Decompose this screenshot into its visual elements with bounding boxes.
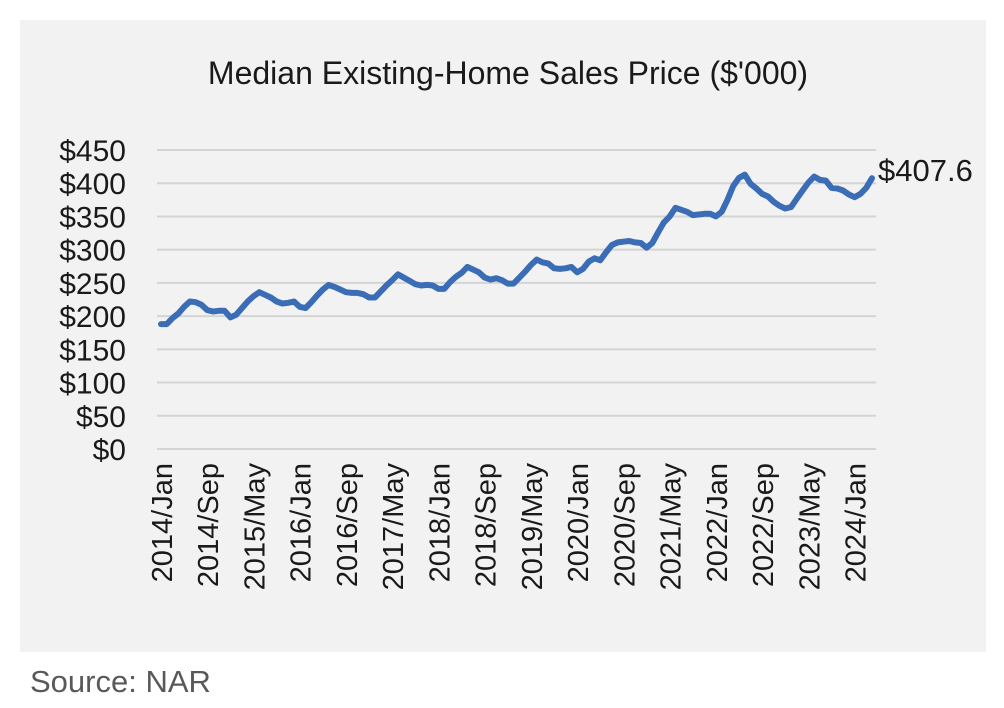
y-tick-label: $250 xyxy=(59,268,126,301)
series-line xyxy=(158,171,875,328)
x-tick-label: 2020/Sep xyxy=(609,463,641,587)
x-tick-label: 2024/Jan xyxy=(841,463,873,582)
chart-title: Median Existing-Home Sales Price ($'000) xyxy=(208,55,808,91)
x-tick-label: 2016/Jan xyxy=(286,463,318,582)
x-tick-label: 2014/Sep xyxy=(193,463,225,587)
x-axis-tick-labels: 2014/Jan 2014/Sep 2015/May 2016/Jan 2016/Sep… xyxy=(147,463,873,591)
y-tick-label: $350 xyxy=(59,201,126,234)
y-axis-tick-labels: $0$50$100$150$200$250$300$350$400$450 xyxy=(59,135,126,467)
source-note: Source: NAR xyxy=(30,664,211,699)
y-tick-label: $0 xyxy=(93,434,126,467)
y-tick-label: $150 xyxy=(59,334,126,367)
x-tick-label: 2017/May xyxy=(378,463,410,591)
x-tick-label: 2020/Jan xyxy=(563,463,595,582)
y-tick-label: $200 xyxy=(59,301,126,334)
x-tick-label: 2018/Jan xyxy=(424,463,456,582)
chart-panel xyxy=(20,20,986,652)
y-tick-label: $400 xyxy=(59,168,126,201)
y-tick-label: $100 xyxy=(59,368,126,401)
x-tick-label: 2022/Jan xyxy=(702,463,734,582)
x-tick-label: 2021/May xyxy=(656,463,688,591)
x-tick-label: 2014/Jan xyxy=(147,463,179,582)
y-tick-label: $450 xyxy=(59,135,126,168)
x-tick-label: 2015/May xyxy=(239,463,271,591)
end-value-label: $407.6 xyxy=(878,153,973,188)
y-tick-label: $300 xyxy=(59,235,126,268)
x-tick-label: 2022/Sep xyxy=(748,463,780,587)
x-tick-label: 2018/Sep xyxy=(471,463,503,587)
x-tick-label: 2016/Sep xyxy=(332,463,364,587)
x-tick-label: 2019/May xyxy=(517,463,549,591)
y-tick-label: $50 xyxy=(76,401,126,434)
x-tick-label: 2023/May xyxy=(794,463,826,591)
